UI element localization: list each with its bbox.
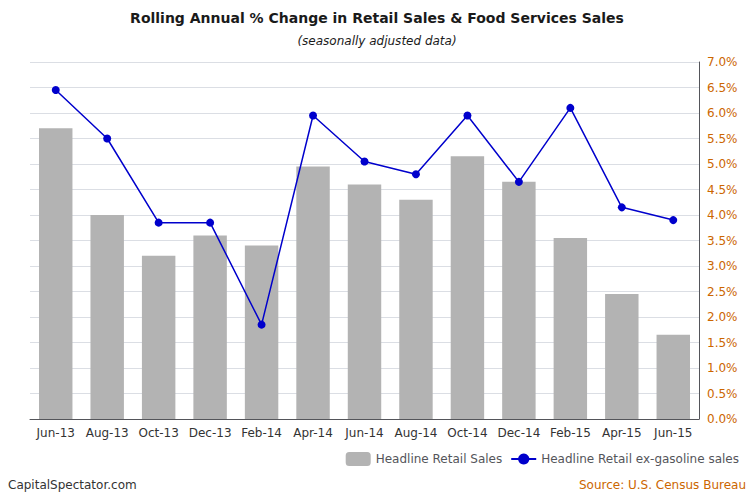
svg-text:0.0%: 0.0% (707, 412, 738, 426)
svg-text:3.0%: 3.0% (707, 259, 738, 273)
svg-text:6.5%: 6.5% (707, 81, 738, 95)
svg-text:Apr-14: Apr-14 (293, 426, 333, 440)
svg-text:1.5%: 1.5% (707, 336, 738, 350)
svg-text:Feb-14: Feb-14 (241, 426, 282, 440)
svg-text:Apr-15: Apr-15 (602, 426, 642, 440)
svg-text:2.0%: 2.0% (707, 310, 738, 324)
svg-text:Aug-13: Aug-13 (86, 426, 129, 440)
svg-text:6.0%: 6.0% (707, 106, 738, 120)
svg-text:Feb-15: Feb-15 (550, 426, 591, 440)
svg-text:5.5%: 5.5% (707, 132, 738, 146)
svg-text:Headline Retail Sales: Headline Retail Sales (376, 452, 503, 466)
svg-text:2.5%: 2.5% (707, 285, 738, 299)
svg-text:Oct-13: Oct-13 (138, 426, 178, 440)
svg-text:7.0%: 7.0% (707, 55, 738, 69)
svg-text:Aug-14: Aug-14 (394, 426, 437, 440)
svg-text:Dec-13: Dec-13 (189, 426, 232, 440)
svg-text:(seasonally adjusted data): (seasonally adjusted data) (297, 34, 456, 48)
svg-text:Oct-14: Oct-14 (447, 426, 487, 440)
svg-text:Headline Retail ex-gasoline sa: Headline Retail ex-gasoline sales (541, 452, 739, 466)
svg-text:Dec-14: Dec-14 (497, 426, 540, 440)
svg-text:Jun-13: Jun-13 (36, 426, 75, 440)
svg-text:5.0%: 5.0% (707, 157, 738, 171)
svg-text:4.0%: 4.0% (707, 208, 738, 222)
svg-text:Rolling Annual % Change in Ret: Rolling Annual % Change in Retail Sales … (130, 10, 624, 26)
svg-text:1.0%: 1.0% (707, 361, 738, 375)
svg-text:0.5%: 0.5% (707, 387, 738, 401)
svg-text:Source: U.S. Census Bureau: Source: U.S. Census Bureau (579, 478, 746, 492)
svg-text:3.5%: 3.5% (707, 234, 738, 248)
svg-text:4.5%: 4.5% (707, 183, 738, 197)
svg-text:Jun-15: Jun-15 (653, 426, 692, 440)
svg-text:Jun-14: Jun-14 (344, 426, 383, 440)
svg-text:CapitalSpectator.com: CapitalSpectator.com (8, 478, 137, 492)
